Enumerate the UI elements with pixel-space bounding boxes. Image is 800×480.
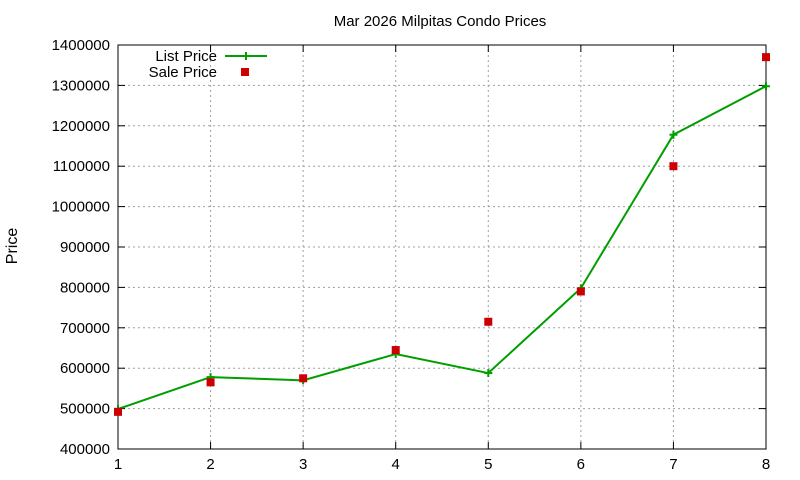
x-tick-label: 3	[299, 456, 307, 473]
legend-label: Sale Price	[149, 64, 217, 81]
grid	[118, 45, 766, 449]
x-tick-label: 8	[762, 456, 770, 473]
x-tick-label: 5	[484, 456, 492, 473]
sale-price-point	[484, 317, 493, 326]
legend-marker-list-price	[242, 52, 250, 60]
legend-label: List Price	[155, 48, 217, 65]
y-tick-label: 900000	[60, 239, 110, 256]
sale-price-point	[669, 162, 678, 171]
y-tick-label: 1300000	[52, 77, 110, 94]
x-tick-label: 1	[114, 456, 122, 473]
y-tick-label: 700000	[60, 320, 110, 337]
y-tick-label: 1100000	[53, 158, 110, 175]
series	[114, 53, 770, 416]
y-tick-label: 1400000	[52, 37, 110, 54]
list-price-point	[669, 130, 678, 139]
series-line-list-price	[117, 85, 767, 410]
sale-price-point	[299, 374, 308, 383]
x-tick-label: 7	[669, 456, 677, 473]
y-tick-label: 1000000	[52, 199, 110, 216]
axes: 400000 500000 600000 700000 800000 900000 1000…	[52, 37, 771, 473]
y-tick-label: 800000	[60, 279, 110, 296]
x-tick-label: 6	[577, 456, 585, 473]
chart-title: Mar 2026 Milpitas Condo Prices	[334, 13, 547, 30]
list-price-point	[762, 82, 770, 91]
sale-price-point	[206, 378, 215, 387]
x-tick-label: 2	[206, 456, 214, 473]
y-tick-label: 1200000	[52, 118, 110, 135]
y-tick-label: 400000	[60, 441, 110, 458]
y-tick-label: 600000	[60, 360, 110, 377]
y-axis-label: Price	[4, 228, 21, 265]
legend-marker-sale-price	[241, 68, 249, 76]
sale-price-point	[114, 407, 122, 416]
sale-price-point	[762, 53, 770, 62]
sale-price-point	[576, 287, 585, 296]
y-tick-label: 500000	[60, 401, 110, 418]
x-tick-label: 4	[392, 456, 400, 473]
list-price-point	[484, 369, 493, 378]
sale-price-point	[391, 346, 400, 355]
